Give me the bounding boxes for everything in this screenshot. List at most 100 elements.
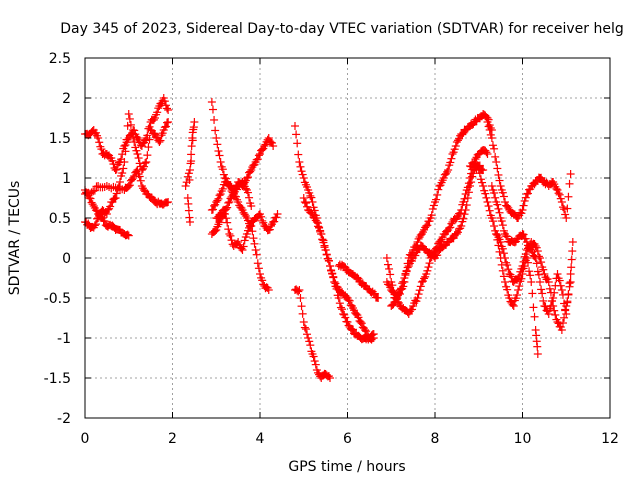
data-point [491,193,500,202]
data-point [131,143,140,152]
data-point [256,150,264,158]
y-tick-label: 1.5 [49,131,71,147]
data-point [306,191,315,200]
data-point [253,259,262,268]
data-point [536,254,544,262]
data-point [565,282,574,291]
data-point [251,246,260,254]
y-tick-label: 2.5 [49,51,71,67]
data-point [526,271,535,280]
data-point [143,131,152,140]
data-point [253,155,262,164]
data-point [122,135,131,144]
data-point [215,191,224,200]
data-point [423,221,432,230]
data-point [341,313,350,322]
data-point [257,212,266,221]
data-point [424,263,433,272]
data-point [514,286,523,294]
data-point [566,270,575,278]
data-point [211,126,220,135]
data-point [464,188,473,197]
data-point [245,223,254,232]
data-point [423,266,432,275]
data-point [90,186,99,195]
data-point [428,204,437,213]
data-point [501,278,509,286]
data-point [562,214,571,222]
data-point [321,246,330,254]
data-point [386,270,395,279]
data-point [125,114,134,123]
data-point [557,326,566,334]
data-point [312,218,321,226]
data-point [525,267,534,276]
data-point [518,206,527,214]
data-point [218,165,227,174]
data-point [94,134,103,142]
data-point [445,223,454,232]
data-point [215,218,224,227]
axis-ticks [84,57,611,419]
data-point [207,98,216,106]
data-point [237,204,246,213]
data-point [528,247,537,256]
data-point [563,204,572,213]
data-point [439,174,448,182]
data-point [460,194,469,203]
data-point [246,222,255,231]
data-point [490,144,499,153]
data-point [212,134,221,142]
data-point [482,148,491,157]
data-point [561,210,570,219]
data-point [544,278,553,286]
data-point [495,208,504,217]
data-point [299,318,308,326]
data-point [506,270,515,279]
data-point [468,172,477,181]
data-point [402,267,411,276]
data-point [164,106,173,114]
data-point [238,246,247,254]
data-point [153,108,162,117]
data-point [463,194,472,203]
data-point [519,257,528,266]
data-point [518,262,527,270]
data-point [129,174,138,182]
data-point [544,310,553,318]
data-point [94,214,103,222]
data-point [133,150,142,158]
data-point [186,218,194,226]
data-point [339,310,348,318]
data-point [493,200,502,209]
data-point [246,167,255,176]
data-point [357,319,366,328]
data-point [496,238,505,246]
data-point [427,211,436,220]
data-point [299,194,308,202]
data-point [118,169,127,178]
data-point [315,223,324,232]
data-point [555,276,564,285]
data-point [529,303,538,312]
data-point [119,164,128,173]
data-point [476,175,485,184]
data-point [533,342,542,351]
data-point [135,172,144,181]
data-point [457,222,466,230]
data-point [532,259,541,268]
data-point [157,131,166,140]
data-point [507,272,516,281]
data-point [549,302,558,310]
data-point [87,188,96,197]
x-tick-label: 2 [168,431,177,447]
data-point [123,121,132,130]
x-axis-tick-labels: 0 2 4 6 8 10 12 [81,431,619,447]
data-point [340,262,349,271]
data-point [270,217,279,226]
data-point [504,265,513,274]
data-point [140,162,149,171]
data-point [155,138,164,146]
data-point [297,302,306,311]
data-point [546,288,555,297]
